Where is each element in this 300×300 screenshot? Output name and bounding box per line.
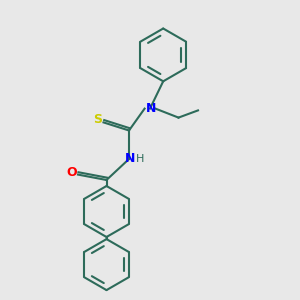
Text: O: O [66,166,77,179]
Text: N: N [125,152,136,166]
Text: H: H [136,154,145,164]
Text: S: S [93,113,102,126]
Text: N: N [146,102,157,115]
